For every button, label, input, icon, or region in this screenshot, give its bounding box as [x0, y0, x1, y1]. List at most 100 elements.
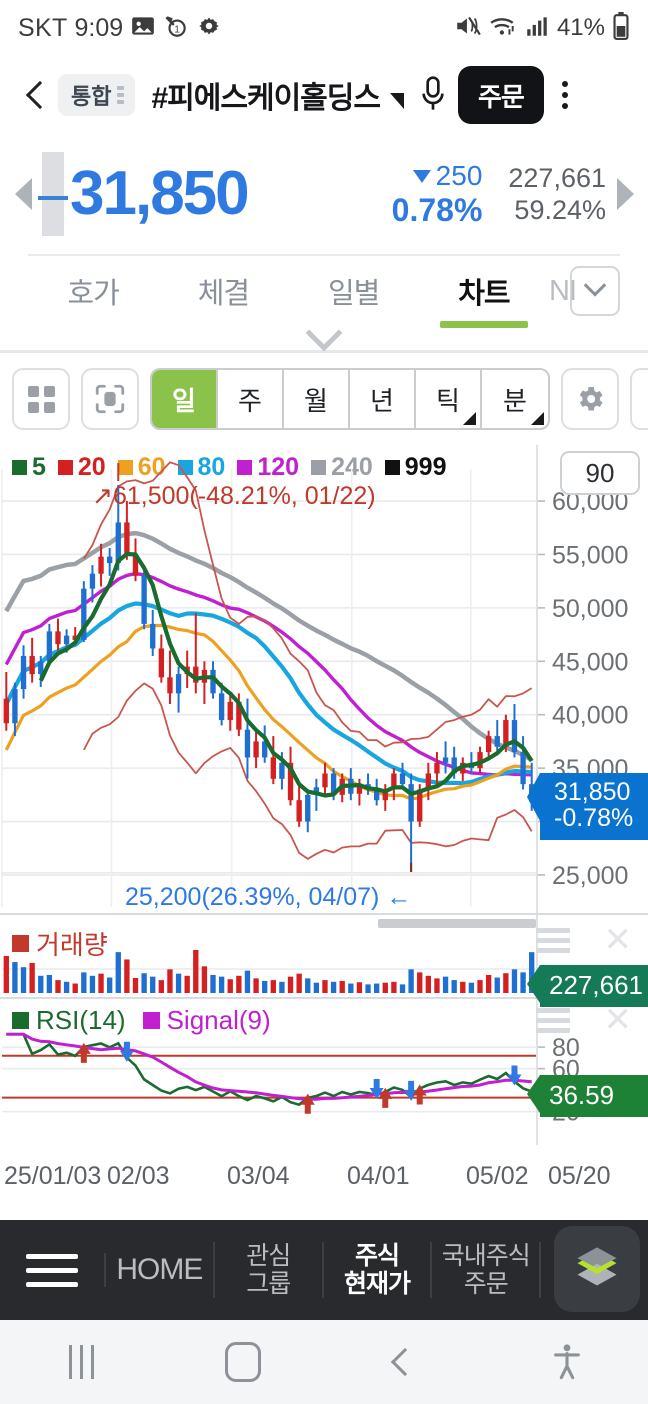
back-button[interactable] [22, 82, 48, 108]
volume-mute-icon [454, 13, 482, 44]
clock-label: 9:09 [74, 13, 124, 42]
nav-current-price[interactable]: 주식 현재가 [321, 1242, 431, 1298]
legend-ma5[interactable]: 5 [12, 453, 46, 482]
period-tick[interactable]: 틱 [416, 370, 482, 428]
fullscreen-focus-icon[interactable] [81, 368, 139, 430]
nav-label-line2: 현재가 [343, 1270, 411, 1298]
nav-label-line2: 그룹 [246, 1270, 291, 1298]
price-change-row: 250 [392, 159, 483, 192]
price-chart-canvas[interactable]: 60,00055,00050,00045,00040,00035,00030,0… [0, 445, 648, 1160]
x-axis: 25/01/03 02/03 03/04 04/01 05/02 05/20 [0, 1158, 648, 1204]
volume-value-marker: 227,661 [527, 965, 648, 1007]
battery-percent-label: 41% [556, 14, 605, 41]
photo-icon [130, 13, 156, 44]
svg-text:80: 80 [552, 1034, 580, 1062]
mini-candle-indicator [38, 152, 68, 236]
marker-price: 31,850 [554, 778, 631, 806]
legend-ma999[interactable]: 999 [384, 453, 447, 482]
price-summary: 31,850 250 0.78% 227,661 59.24% [0, 134, 648, 254]
current-price-marker: 31,850 -0.78% [527, 773, 648, 840]
tab-hoga[interactable]: 호가 [28, 270, 158, 312]
x-tick: 03/04 [227, 1162, 290, 1190]
chart-scrollbar[interactable] [378, 919, 536, 928]
tab-label: 차트 [458, 278, 510, 310]
legend-ma80[interactable]: 80 [177, 453, 225, 482]
bar-count-input[interactable]: 90 [560, 451, 640, 495]
kebab-menu-icon[interactable] [554, 77, 576, 113]
gear-icon[interactable] [561, 368, 619, 430]
chart-toolbar: 일 주 월 년 틱 분 [0, 353, 648, 445]
legend-ma60[interactable]: 60 [117, 453, 166, 482]
microphone-icon[interactable] [418, 75, 448, 115]
corner-triangle-icon [463, 412, 476, 425]
list-lines-icon [117, 86, 125, 104]
tab-bar: 호가 체결 일별 차트 NI [28, 254, 620, 352]
drag-handle-icon[interactable] [535, 1007, 570, 1033]
next-stock-button[interactable] [610, 178, 640, 210]
svg-text:40,000: 40,000 [552, 702, 628, 730]
carrier-label: SKT [18, 13, 68, 42]
grid-layout-icon[interactable] [12, 368, 70, 430]
volume-legend[interactable]: 거래량 [12, 925, 108, 962]
signal-bars-icon [524, 13, 550, 44]
battery-icon [612, 11, 630, 45]
nav-watchlist[interactable]: 관심 그룹 [212, 1242, 322, 1298]
nav-domestic-order[interactable]: 국내주식 주문 [430, 1242, 539, 1298]
tab-ni[interactable]: NI [549, 275, 576, 308]
chevron-down-icon[interactable] [389, 93, 404, 109]
nav-home[interactable]: HOME [104, 1253, 213, 1287]
legend-ma120[interactable]: 120 [237, 453, 299, 482]
nav-label-line2: 주문 [463, 1270, 509, 1298]
chart-area[interactable]: 5 20 60 80 120 240 999 90 ↗61,500(-48.21… [0, 445, 648, 1160]
x-tick: 02/03 [107, 1162, 170, 1190]
price-change-value: 250 [435, 159, 483, 191]
corner-triangle-icon [531, 412, 544, 425]
integrated-mode-badge[interactable]: 통합 [58, 74, 136, 116]
rsi-legend[interactable]: RSI(14) Signal(9) [12, 1005, 271, 1036]
active-tab-underline [439, 321, 528, 328]
volume-panel-controls[interactable]: ✕ [535, 921, 633, 959]
tab-chart[interactable]: 차트 [419, 270, 549, 328]
period-day[interactable]: 일 [152, 370, 218, 428]
accessibility-icon[interactable] [486, 1343, 648, 1381]
integrated-mode-label: 통합 [71, 84, 112, 109]
back-icon[interactable] [324, 1347, 486, 1377]
nav-label-line1: 관심 [246, 1242, 291, 1270]
drag-handle-icon[interactable] [535, 927, 570, 953]
status-bar: SKT 9:09 1 41% [0, 0, 648, 56]
layers-stack-icon[interactable] [554, 1226, 640, 1312]
expand-panel-button[interactable] [305, 314, 343, 352]
svg-text:25,000: 25,000 [552, 862, 628, 890]
gear-icon [196, 13, 222, 44]
period-week[interactable]: 주 [218, 370, 284, 428]
prev-stock-button[interactable] [8, 178, 38, 210]
svg-text:1: 1 [175, 24, 180, 35]
tab-overflow-button[interactable] [570, 266, 620, 316]
tab-label: NI [549, 274, 576, 307]
svg-text:45,000: 45,000 [552, 648, 628, 676]
order-button[interactable]: 주문 [457, 66, 544, 124]
period-month[interactable]: 월 [284, 370, 350, 428]
home-icon[interactable] [162, 1342, 324, 1382]
hamburger-menu-icon[interactable] [0, 1253, 104, 1287]
recents-icon[interactable] [0, 1345, 162, 1379]
rsi-panel-controls[interactable]: ✕ [535, 1001, 633, 1039]
rsi-value-marker: 36.59 [527, 1075, 648, 1117]
legend-ma20[interactable]: 20 [57, 453, 106, 482]
page-title[interactable]: #피에스케이홀딩스 [151, 82, 380, 115]
panel-divider [0, 913, 648, 915]
nav-label-line1: 주식 [354, 1242, 400, 1270]
x-tick: 05/20 [548, 1162, 611, 1190]
period-year[interactable]: 년 [350, 370, 416, 428]
current-price: 31,850 [70, 159, 250, 228]
divider [0, 350, 648, 353]
tab-ilbyeol[interactable]: 일별 [289, 270, 419, 312]
wrench-icon[interactable] [630, 368, 648, 430]
tab-chegyeol[interactable]: 체결 [158, 270, 288, 312]
x-tick: 05/02 [466, 1162, 529, 1190]
close-icon[interactable]: ✕ [603, 921, 633, 959]
period-minute[interactable]: 분 [482, 370, 548, 428]
close-icon[interactable]: ✕ [603, 1001, 633, 1039]
x-tick: 04/01 [347, 1162, 410, 1190]
